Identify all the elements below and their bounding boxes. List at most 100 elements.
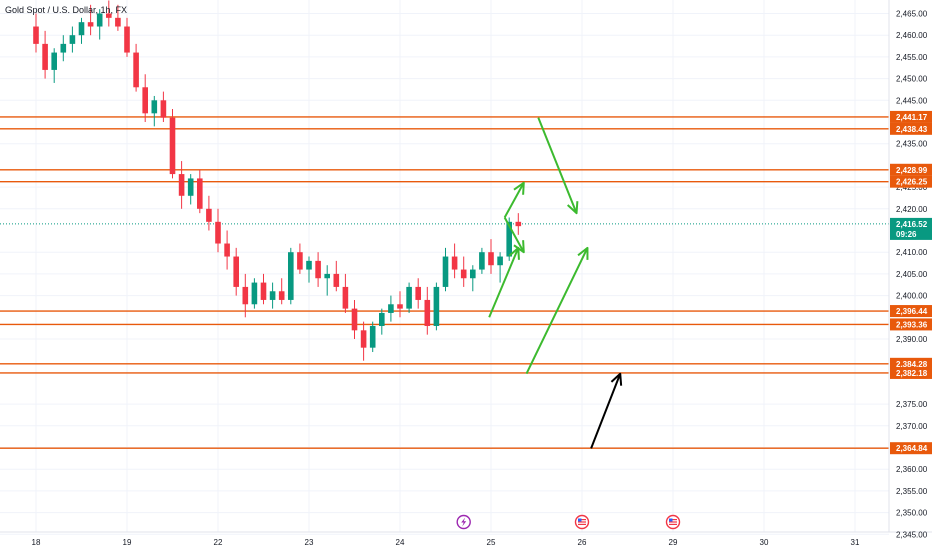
candle-body [78, 22, 85, 36]
level-price-label: 2,396.44 [896, 307, 928, 316]
black-arrow-head[interactable] [610, 372, 623, 386]
event-markers[interactable] [456, 514, 681, 530]
candle-body [60, 43, 67, 53]
level-price-badge [890, 163, 932, 176]
candle-body [433, 286, 440, 326]
black-arrow-shaft[interactable] [590, 373, 622, 449]
x-tick-label: 30 [760, 538, 769, 547]
y-tick-label: 2,370.00 [896, 422, 928, 431]
x-tick-label: 29 [669, 538, 678, 547]
current-price-badge [890, 217, 932, 240]
candle-body [342, 286, 349, 309]
level-price-label: 2,382.18 [896, 369, 928, 378]
horizontal-levels[interactable] [0, 116, 889, 449]
candle-body [324, 273, 330, 279]
candle-body [233, 256, 239, 287]
candle-body [306, 260, 312, 270]
candle-body [42, 43, 48, 70]
candlestick-series [33, 0, 522, 361]
level-price-label: 2,364.84 [896, 444, 928, 453]
flag-stripe [669, 523, 677, 525]
candle-body [187, 178, 194, 196]
candle-body [369, 325, 376, 348]
level-price-badge [890, 442, 932, 455]
x-tick-label: 18 [32, 538, 41, 547]
candle-body [278, 291, 285, 300]
flag-stripe [669, 519, 677, 521]
candle-body [397, 304, 403, 309]
candle-body [96, 13, 103, 27]
candle-body [460, 269, 467, 279]
candle-body [497, 256, 503, 266]
candle-body [251, 282, 258, 305]
time-axis[interactable]: 18 19 22 23 24 25 26 29 30 31 [32, 538, 860, 547]
level-price-badge [890, 175, 932, 188]
y-tick-label: 2,435.00 [896, 140, 928, 149]
candle-body [488, 252, 494, 266]
candle-body [269, 291, 276, 300]
candle-body [288, 252, 294, 300]
x-tick-label: 25 [487, 538, 496, 547]
y-tick-label: 2,445.00 [896, 96, 928, 105]
candle-body [451, 256, 458, 270]
candle-body [133, 52, 139, 88]
level-price-badge [890, 318, 932, 331]
candle-body [333, 273, 340, 287]
y-tick-label: 2,375.00 [896, 400, 928, 409]
candle-body [124, 26, 130, 53]
x-tick-label: 24 [396, 538, 405, 547]
candle-body [197, 178, 203, 209]
level-price-badge [890, 122, 932, 135]
flag-stripe [578, 519, 586, 521]
level-price-badge [890, 110, 932, 123]
level-price-badge [890, 305, 932, 318]
candle-body [242, 286, 249, 305]
green-arrow-shaft[interactable] [537, 117, 578, 214]
y-tick-label: 2,345.00 [896, 530, 928, 539]
level-price-label: 2,384.28 [896, 360, 928, 369]
candle-body [442, 256, 449, 287]
y-tick-label: 2,355.00 [896, 487, 928, 496]
candle-body [415, 286, 421, 300]
x-tick-label: 26 [578, 538, 587, 547]
y-tick-label: 2,400.00 [896, 292, 928, 301]
candle-body [178, 174, 185, 196]
level-price-label: 2,441.17 [896, 113, 928, 122]
green-arrow-head[interactable] [577, 246, 589, 260]
candle-body [360, 330, 367, 348]
candle-body [260, 282, 267, 300]
price-axis[interactable]: 2,465.00 2,460.00 2,455.00 2,450.00 2,445.00… [896, 10, 928, 550]
y-tick-label: 2,455.00 [896, 53, 928, 62]
candle-body [160, 100, 167, 118]
chart-title: Gold Spot / U.S. Dollar, 1h, FX [5, 5, 127, 15]
y-tick-label: 2,410.00 [896, 248, 928, 257]
candle-body [424, 299, 431, 326]
level-price-label: 2,393.36 [896, 320, 928, 329]
current-price-label: 2,416.52 [896, 220, 928, 229]
candle-body [351, 308, 358, 331]
candle-body [69, 35, 76, 44]
arrow-annotations[interactable] [488, 117, 623, 449]
y-tick-label: 2,390.00 [896, 335, 928, 344]
candle-body [515, 221, 522, 227]
candle-body [315, 260, 321, 279]
y-tick-label: 2,450.00 [896, 75, 928, 84]
level-price-label: 2,426.25 [896, 178, 928, 187]
y-tick-label: 2,465.00 [896, 10, 928, 19]
green-arrow-head[interactable] [567, 201, 579, 215]
green-arrow-head[interactable] [513, 181, 525, 195]
green-arrow-shaft[interactable] [503, 182, 525, 218]
green-arrow-shaft[interactable] [488, 247, 520, 318]
candle-body [506, 221, 512, 257]
candle-body [169, 117, 176, 175]
green-arrow-shaft[interactable] [525, 247, 589, 375]
candle-body [33, 26, 39, 44]
green-arrow-shaft[interactable] [503, 216, 525, 253]
level-price-badge [890, 366, 932, 379]
x-tick-label: 23 [305, 538, 314, 547]
flag-stripe [669, 521, 677, 523]
bar-countdown-label: 09:26 [896, 230, 917, 239]
x-tick-label: 19 [123, 538, 132, 547]
green-arrow-head[interactable] [508, 246, 520, 260]
